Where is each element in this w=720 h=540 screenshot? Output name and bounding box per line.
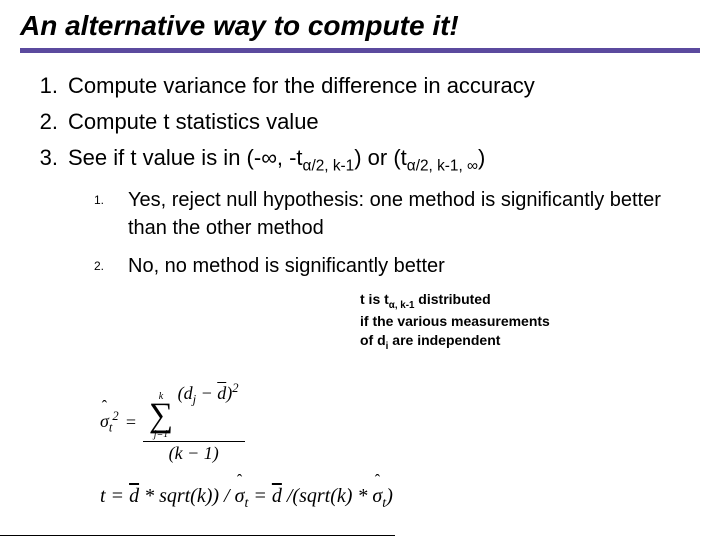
bottom-border (0, 535, 395, 537)
note-line: t is tα, k-1 distributed (360, 290, 690, 312)
item-number: 2. (94, 252, 110, 280)
item-text: Compute variance for the difference in a… (68, 69, 535, 103)
list-item: 2. No, no method is significantly better (94, 252, 700, 280)
item-text: Yes, reject null hypothesis: one method … (128, 186, 700, 242)
title-underline (20, 48, 700, 53)
item-number: 2. (36, 105, 58, 139)
t-formula: t = d * sqrt(k)) / σt = d /(sqrt(k) * σt… (100, 485, 620, 512)
item-number: 1. (94, 186, 110, 242)
item-number: 1. (36, 69, 58, 103)
formula-area: σt2 = k ∑ j=1 (dj − d)2 (k − 1) t = d * … (100, 380, 620, 512)
slide-title: An alternative way to compute it! (20, 10, 700, 44)
note-line: if the various measurements (360, 312, 690, 331)
item-text: No, no method is significantly better (128, 252, 445, 280)
item-number: 3. (36, 141, 58, 178)
list-item: 1. Yes, reject null hypothesis: one meth… (94, 186, 700, 242)
note-line: of di are independent (360, 331, 690, 353)
list-item: 3. See if t value is in (-∞, -tα/2, k-1)… (36, 141, 700, 178)
variance-formula: σt2 = k ∑ j=1 (dj − d)2 (k − 1) (100, 380, 620, 465)
note-block: t is tα, k-1 distributed if the various … (0, 290, 720, 353)
item-text: Compute t statistics value (68, 105, 319, 139)
sub-list: 1. Yes, reject null hypothesis: one meth… (0, 180, 720, 280)
list-item: 1. Compute variance for the difference i… (36, 69, 700, 103)
item-text: See if t value is in (-∞, -tα/2, k-1) or… (68, 141, 485, 178)
main-list: 1. Compute variance for the difference i… (0, 55, 720, 178)
list-item: 2. Compute t statistics value (36, 105, 700, 139)
